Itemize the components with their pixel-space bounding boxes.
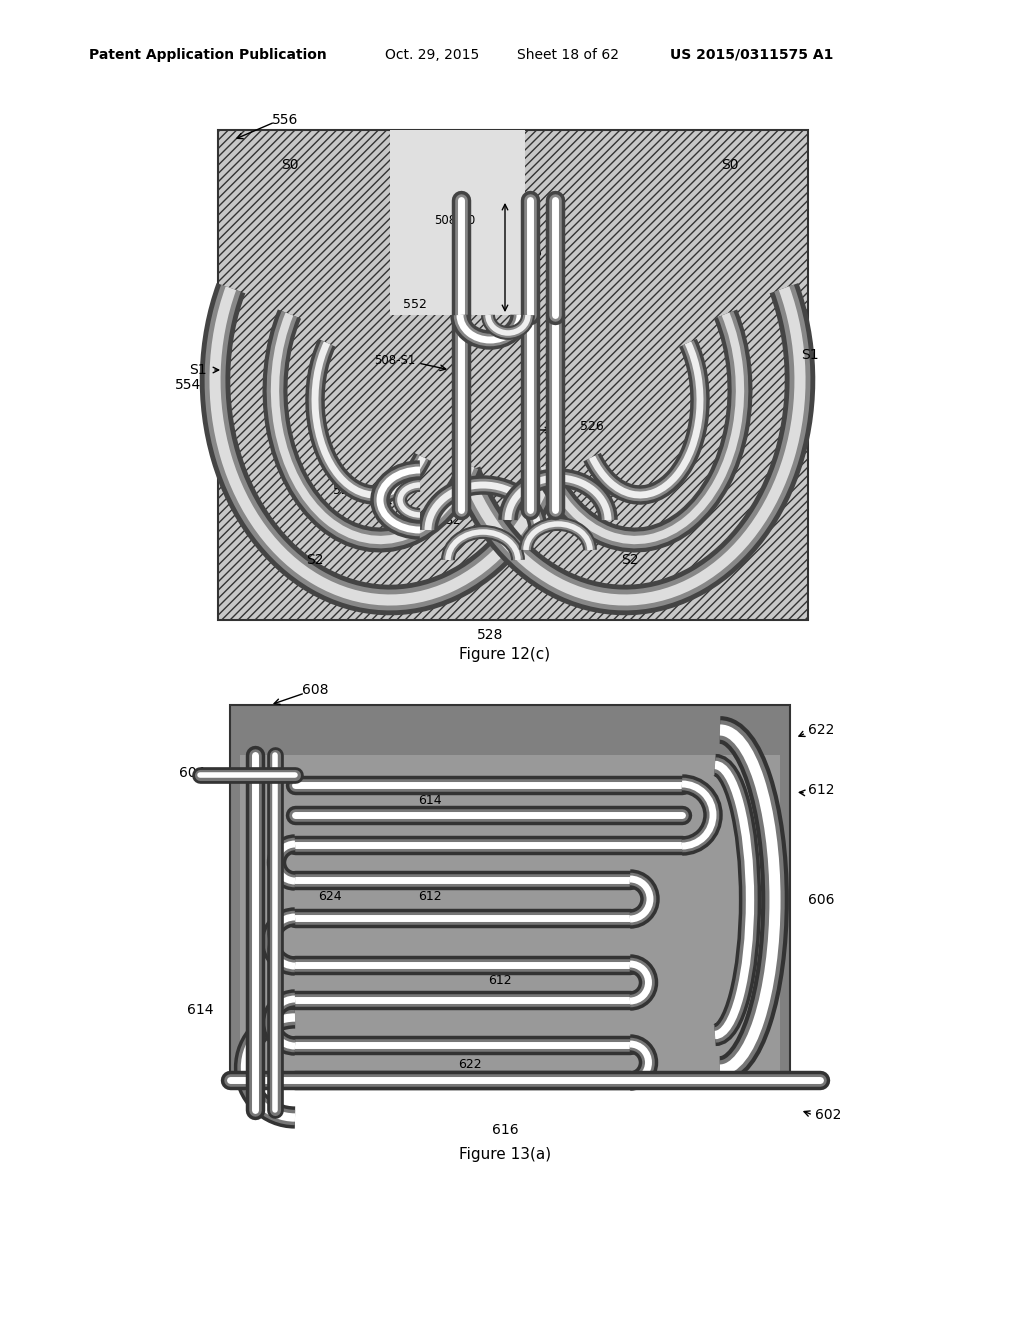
- Text: Sheet 18 of 62: Sheet 18 of 62: [517, 48, 618, 62]
- Text: 614: 614: [418, 793, 441, 807]
- Text: 622: 622: [808, 723, 835, 737]
- Text: Oct. 29, 2015: Oct. 29, 2015: [385, 48, 479, 62]
- Text: 612: 612: [488, 974, 512, 986]
- Text: Patent Application Publication: Patent Application Publication: [89, 48, 327, 62]
- Text: US 2015/0311575 A1: US 2015/0311575 A1: [671, 48, 834, 62]
- Text: 508-S1: 508-S1: [375, 354, 416, 367]
- Text: Figure 12(c): Figure 12(c): [460, 648, 551, 663]
- Text: 612: 612: [808, 783, 835, 797]
- Text: 556: 556: [271, 114, 298, 127]
- Text: S2: S2: [622, 553, 639, 568]
- Text: 522: 522: [520, 251, 543, 264]
- Text: 616: 616: [492, 1123, 518, 1137]
- Text: S1: S1: [189, 363, 207, 378]
- Text: 528: 528: [477, 628, 503, 642]
- Text: 602: 602: [815, 1107, 842, 1122]
- Text: 614: 614: [186, 1003, 213, 1016]
- Text: 624: 624: [318, 891, 342, 903]
- Text: 552: 552: [403, 298, 427, 312]
- Text: 526: 526: [580, 421, 604, 433]
- Text: 524: 524: [333, 483, 357, 496]
- Text: 622: 622: [458, 1059, 482, 1072]
- Text: S0: S0: [721, 158, 738, 172]
- Text: 612: 612: [418, 891, 441, 903]
- Text: S2: S2: [306, 553, 324, 568]
- Text: 606: 606: [808, 894, 835, 907]
- Text: S1: S1: [801, 348, 819, 362]
- Text: 508-S0: 508-S0: [434, 214, 475, 227]
- Bar: [230, 705, 790, 1085]
- Bar: [390, 129, 525, 315]
- Bar: [240, 755, 780, 1080]
- Text: 554: 554: [175, 378, 201, 392]
- Text: 608: 608: [302, 682, 329, 697]
- Text: Figure 13(a): Figure 13(a): [459, 1147, 551, 1163]
- Text: 508-S2: 508-S2: [419, 513, 461, 527]
- Bar: [218, 129, 808, 620]
- Text: S0: S0: [282, 158, 299, 172]
- Text: 604: 604: [178, 766, 205, 780]
